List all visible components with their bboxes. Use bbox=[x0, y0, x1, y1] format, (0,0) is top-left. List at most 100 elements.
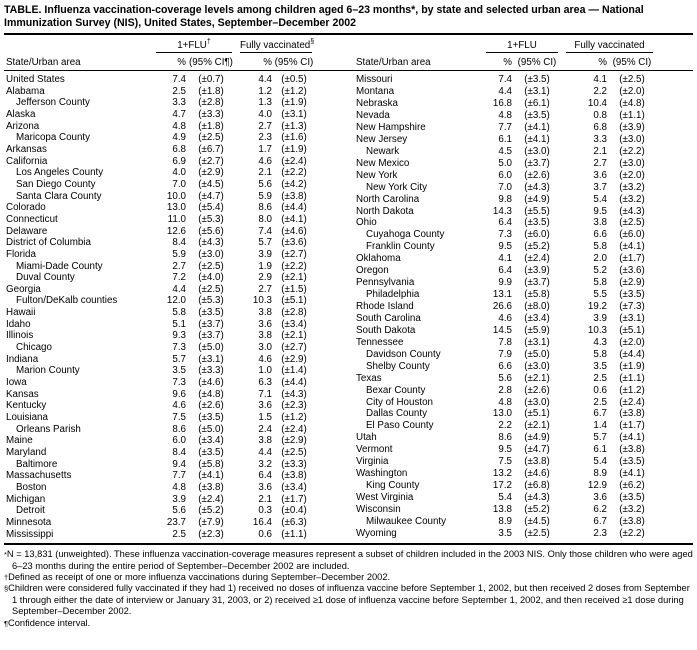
table-row: Louisiana 7.5 (±3.5) 1.5 (±1.2) bbox=[4, 412, 316, 424]
fully-vaccinated-percent: 2.2 bbox=[593, 86, 607, 98]
fully-vaccinated-confidence-interval: (±2.2) bbox=[619, 528, 645, 540]
flu-percent: 5.1 bbox=[172, 318, 186, 330]
area-name: Missouri bbox=[356, 74, 393, 86]
flu-confidence-interval: (±4.9) bbox=[524, 193, 550, 205]
flu-confidence-interval: (±2.5) bbox=[198, 260, 224, 272]
flu-confidence-interval: (±5.9) bbox=[524, 324, 550, 336]
footnote-marker: † bbox=[4, 573, 9, 583]
flu-confidence-interval: (±4.9) bbox=[524, 432, 550, 444]
area-name: Florida bbox=[6, 248, 36, 260]
document-page: TABLE. Influenza vaccination-coverage le… bbox=[4, 4, 693, 629]
area-name: Boston bbox=[16, 481, 47, 493]
footnote-paragraph: ¶Confidence interval. bbox=[4, 618, 693, 629]
fully-vaccinated-confidence-interval: (±1.1) bbox=[281, 528, 307, 540]
fully-vaccinated-confidence-interval: (±2.9) bbox=[619, 277, 645, 289]
table-body-right: Missouri 7.4 (±3.5) 4.1 (±2.5) Montana 4.4 (±3.… bbox=[316, 71, 693, 541]
fully-vaccinated-confidence-interval: (±1.3) bbox=[281, 120, 307, 132]
area-name: Texas bbox=[356, 372, 382, 384]
flu-percent: 5.0 bbox=[498, 157, 512, 169]
area-name: Newark bbox=[366, 145, 400, 157]
flu-percent: 8.4 bbox=[172, 237, 186, 249]
flu-percent: 3.3 bbox=[172, 97, 186, 109]
flu-percent: 6.0 bbox=[498, 169, 512, 181]
area-name: New Mexico bbox=[356, 157, 410, 169]
table-row: Missouri 7.4 (±3.5) 4.1 (±2.5) bbox=[316, 71, 693, 87]
fully-vaccinated-percent: 3.2 bbox=[258, 458, 272, 470]
area-name: Utah bbox=[356, 432, 377, 444]
flu-confidence-interval: (±4.6) bbox=[198, 377, 224, 389]
fully-vaccinated-percent: 6.1 bbox=[593, 444, 607, 456]
column-header-flu-pct-left: % bbox=[152, 53, 186, 71]
fully-vaccinated-confidence-interval: (±1.2) bbox=[619, 384, 645, 396]
area-name: Santa Clara County bbox=[16, 190, 102, 202]
table-row: Massachusetts 7.7 (±4.1) 6.4 (±3.8) bbox=[4, 470, 316, 482]
flu-confidence-interval: (±3.5) bbox=[524, 217, 550, 229]
flu-confidence-interval: (±4.5) bbox=[524, 515, 550, 527]
flu-percent: 7.3 bbox=[172, 377, 186, 389]
table-row: San Diego County 7.0 (±4.5) 5.6 (±4.2) bbox=[4, 179, 316, 191]
fully-vaccinated-confidence-interval: (±3.8) bbox=[619, 408, 645, 420]
flu-confidence-interval: (±3.4) bbox=[524, 312, 550, 324]
area-name: Iowa bbox=[6, 377, 27, 389]
fully-vaccinated-confidence-interval: (±3.8) bbox=[619, 515, 645, 527]
fully-vaccinated-confidence-interval: (±2.2) bbox=[619, 145, 645, 157]
fully-vaccinated-confidence-interval: (±3.8) bbox=[281, 470, 307, 482]
flu-confidence-interval: (±4.6) bbox=[524, 468, 550, 480]
group-header-1flu-right: 1+FLU bbox=[482, 37, 562, 53]
fully-vaccinated-percent: 2.4 bbox=[258, 423, 272, 435]
table-row: Milwaukee County 8.9 (±4.5) 6.7 (±3.8) bbox=[316, 516, 693, 528]
table-row: Arizona 4.8 (±1.8) 2.7 (±1.3) bbox=[4, 121, 316, 133]
area-name: Oregon bbox=[356, 265, 389, 277]
table-row: Vermont 9.5 (±4.7) 6.1 (±3.8) bbox=[316, 444, 693, 456]
fully-vaccinated-percent: 3.3 bbox=[593, 133, 607, 145]
area-name: Massachusetts bbox=[6, 470, 72, 482]
flu-percent: 8.6 bbox=[498, 432, 512, 444]
table-row: Maryland 8.4 (±3.5) 4.4 (±2.5) bbox=[4, 447, 316, 459]
flu-percent: 6.9 bbox=[172, 155, 186, 167]
area-name: Los Angeles County bbox=[16, 167, 104, 179]
flu-percent: 5.7 bbox=[172, 353, 186, 365]
flu-confidence-interval: (±1.8) bbox=[198, 120, 224, 132]
fully-vaccinated-percent: 0.3 bbox=[258, 505, 272, 517]
fully-vaccinated-percent: 6.4 bbox=[258, 470, 272, 482]
table-row: Colorado 13.0 (±5.4) 8.6 (±4.4) bbox=[4, 202, 316, 214]
table-row: Wyoming 3.5 (±2.5) 2.3 (±2.2) bbox=[316, 528, 693, 541]
footnote-marker: ¶ bbox=[4, 618, 9, 628]
table-row: Baltimore 9.4 (±5.8) 3.2 (±3.3) bbox=[4, 459, 316, 471]
flu-percent: 6.6 bbox=[498, 360, 512, 372]
flu-confidence-interval: (±4.3) bbox=[198, 237, 224, 249]
fully-vaccinated-percent: 7.4 bbox=[258, 225, 272, 237]
dagger-marker: † bbox=[206, 38, 211, 46]
fully-vaccinated-confidence-interval: (±4.1) bbox=[619, 241, 645, 253]
flu-percent: 7.8 bbox=[498, 336, 512, 348]
area-name: Alabama bbox=[6, 85, 45, 97]
area-name: Jefferson County bbox=[16, 97, 90, 109]
fully-vaccinated-percent: 3.8 bbox=[258, 435, 272, 447]
area-name: Chicago bbox=[16, 342, 52, 354]
flu-confidence-interval: (±3.5) bbox=[524, 74, 550, 86]
area-name: Tennessee bbox=[356, 336, 404, 348]
area-name: Pennsylvania bbox=[356, 277, 415, 289]
table-row: Newark 4.5 (±3.0) 2.1 (±2.2) bbox=[316, 146, 693, 158]
flu-confidence-interval: (±3.5) bbox=[524, 110, 550, 122]
fully-vaccinated-confidence-interval: (±3.6) bbox=[619, 265, 645, 277]
fully-vaccinated-confidence-interval: (±3.5) bbox=[619, 456, 645, 468]
fully-vaccinated-percent: 5.7 bbox=[593, 432, 607, 444]
flu-percent: 4.9 bbox=[172, 132, 186, 144]
fully-vaccinated-percent: 3.6 bbox=[258, 318, 272, 330]
area-name: Washington bbox=[356, 468, 408, 480]
fully-vaccinated-percent: 6.7 bbox=[593, 408, 607, 420]
table-row: Michigan 3.9 (±2.4) 2.1 (±1.7) bbox=[4, 494, 316, 506]
area-name: Milwaukee County bbox=[366, 515, 447, 527]
fully-vaccinated-confidence-interval: (±4.6) bbox=[281, 225, 307, 237]
footnotes: *N = 13,831 (unweighted). These influenz… bbox=[4, 545, 693, 629]
area-name: Kentucky bbox=[6, 400, 47, 412]
fully-vaccinated-confidence-interval: (±1.5) bbox=[281, 283, 307, 295]
table-row: Pennsylvania 9.9 (±3.7) 5.8 (±2.9) bbox=[316, 277, 693, 289]
fully-vaccinated-confidence-interval: (±4.1) bbox=[281, 213, 307, 225]
fully-vaccinated-confidence-interval: (±7.3) bbox=[619, 301, 645, 313]
fully-vaccinated-percent: 3.6 bbox=[593, 169, 607, 181]
area-name: Baltimore bbox=[16, 458, 58, 470]
table-row: Jefferson County 3.3 (±2.8) 1.3 (±1.9) bbox=[4, 97, 316, 109]
flu-confidence-interval: (±5.4) bbox=[198, 202, 224, 214]
